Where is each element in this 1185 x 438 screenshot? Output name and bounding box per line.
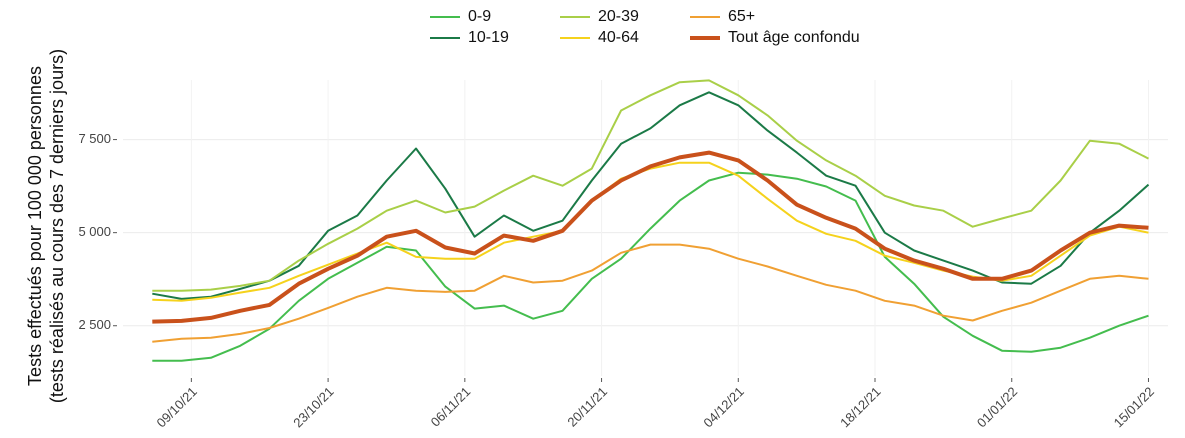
series-line	[152, 171, 1149, 362]
x-tick-label: 18/12/21	[837, 384, 883, 430]
series-line	[152, 150, 1149, 324]
x-tick-label: 23/10/21	[290, 384, 336, 430]
x-tick-label: 06/11/21	[428, 384, 474, 430]
y-axis-label: (tests réalisés au cours des 7 derniers …	[47, 49, 67, 403]
x-tick-label: 15/01/22	[1111, 384, 1157, 430]
legend-label: Tout âge confondu	[728, 29, 860, 46]
legend-label: 0-9	[468, 8, 491, 25]
x-tick-label: 01/01/22	[974, 384, 1020, 430]
series-line	[152, 79, 1149, 292]
series-line	[152, 91, 1150, 300]
y-axis-label: Tests effectués pour 100 000 personnes	[25, 66, 45, 386]
x-tick-label: 20/11/21	[564, 384, 610, 430]
series-line	[152, 243, 1149, 343]
y-tick-label: 7 500	[78, 131, 111, 146]
y-tick-label: 5 000	[78, 224, 111, 239]
y-tick-label: 2 500	[78, 317, 111, 332]
legend-label: 65+	[728, 8, 755, 25]
legend-label: 20-39	[598, 8, 639, 25]
legend-label: 10-19	[468, 29, 509, 46]
x-tick-label: 09/10/21	[154, 384, 200, 430]
legend-label: 40-64	[598, 29, 639, 46]
x-tick-label: 04/12/21	[700, 384, 746, 430]
